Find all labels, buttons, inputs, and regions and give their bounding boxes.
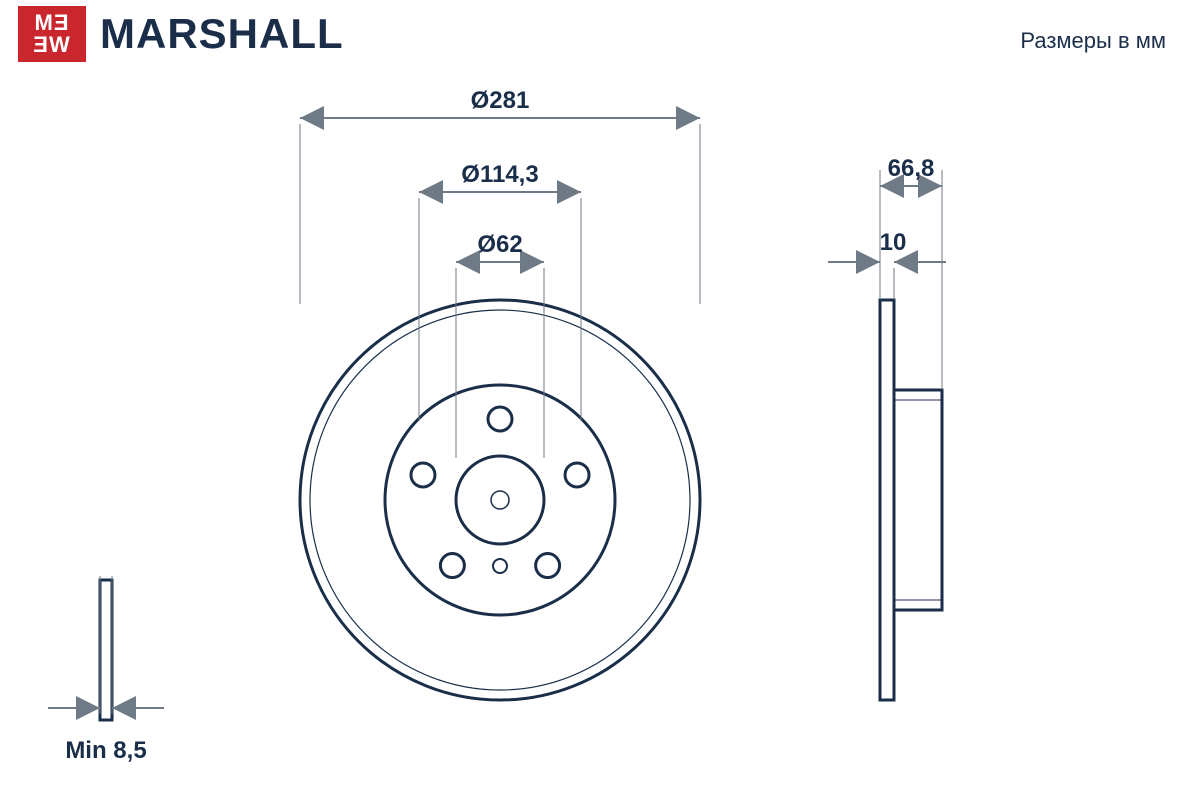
svg-text:Min 8,5: Min 8,5 xyxy=(65,737,146,764)
page-root: MƎ ƎW MARSHALL Размеры в мм Ø281Ø114,3Ø6… xyxy=(0,0,1200,800)
svg-text:10: 10 xyxy=(880,229,907,256)
svg-text:66,8: 66,8 xyxy=(888,155,935,182)
svg-text:Ø281: Ø281 xyxy=(471,87,530,114)
min-thickness-view xyxy=(100,580,112,720)
front-view xyxy=(300,300,700,700)
side-view xyxy=(880,300,942,700)
technical-drawing: Ø281 Ø114,3 Ø62 66,8 10 Min 8,5 xyxy=(0,0,1200,800)
svg-text:Ø62: Ø62 xyxy=(477,231,522,258)
svg-text:Ø114,3: Ø114,3 xyxy=(461,161,538,188)
dimension-lines: Ø281 Ø114,3 Ø62 66,8 10 Min 8,5 xyxy=(48,87,946,764)
